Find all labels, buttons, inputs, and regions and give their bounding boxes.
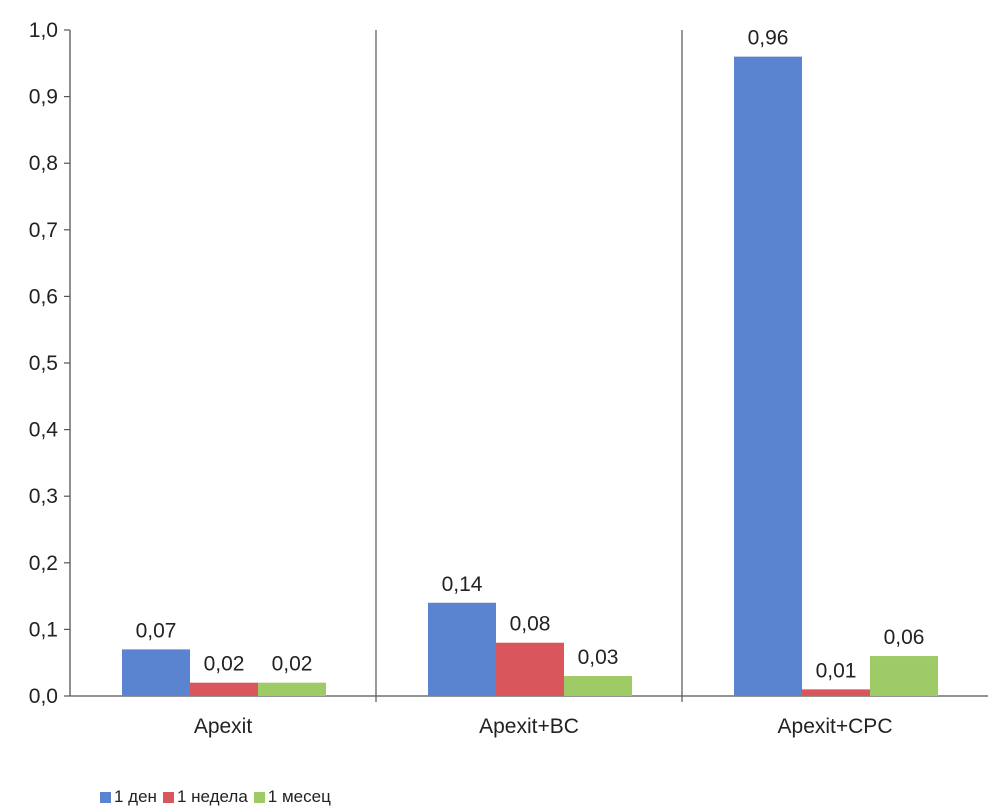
legend-item: 1 ден bbox=[100, 787, 157, 807]
y-tick-label: 0,6 bbox=[29, 285, 58, 308]
y-tick-label: 0,3 bbox=[29, 485, 58, 508]
chart-axes: 0,0 0,1 0,2 0,3 0,4 0,5 0,6 0,7 0,8 0,9 1,0 bbox=[29, 19, 988, 708]
bar bbox=[258, 682, 326, 696]
y-tick-label: 0,2 bbox=[29, 552, 58, 575]
data-label: 0,03 bbox=[578, 646, 619, 669]
y-tick-label: 0,7 bbox=[29, 219, 58, 242]
y-tick-label: 0,8 bbox=[29, 152, 58, 175]
bar bbox=[190, 682, 258, 696]
y-tick-label: 0,5 bbox=[29, 352, 58, 375]
legend-swatch bbox=[253, 791, 265, 803]
chart-legend: 1 ден 1 недела 1 месец bbox=[100, 787, 337, 807]
legend-swatch bbox=[100, 791, 111, 803]
y-tick-label: 1,0 bbox=[29, 19, 58, 42]
data-label: 0,14 bbox=[442, 573, 483, 596]
bar bbox=[802, 689, 870, 696]
data-label: 0,01 bbox=[816, 659, 857, 682]
legend-label: 1 недела bbox=[176, 787, 248, 806]
category-separators bbox=[375, 30, 683, 702]
data-label: 0,06 bbox=[884, 626, 925, 649]
y-tick-label: 0,9 bbox=[29, 86, 58, 109]
data-label: 0,02 bbox=[272, 653, 313, 676]
legend-label: 1 месец bbox=[267, 787, 331, 806]
bar bbox=[122, 649, 190, 696]
bar bbox=[870, 656, 938, 696]
bar bbox=[496, 642, 564, 696]
legend-label: 1 ден bbox=[114, 787, 157, 806]
x-category-label: Apexit+BC bbox=[479, 715, 579, 738]
y-tick-label: 0,4 bbox=[29, 419, 59, 442]
x-category-label: Apexit+CPC bbox=[778, 715, 893, 738]
y-tick-label: 0,0 bbox=[29, 685, 58, 708]
data-label: 0,02 bbox=[204, 653, 245, 676]
data-label: 0,96 bbox=[748, 27, 789, 50]
bar bbox=[428, 602, 496, 696]
bar bbox=[734, 56, 802, 696]
y-tick-label: 0,1 bbox=[29, 618, 58, 641]
legend-item: 1 недела bbox=[162, 787, 248, 807]
chart-labels: Apexit 0,07 0,02 0,02 Apexit+BC 0,14 0,08 0,03 A… bbox=[136, 27, 925, 738]
legend-item: 1 месец bbox=[253, 787, 331, 807]
x-category-label: Apexit bbox=[194, 715, 253, 738]
data-label: 0,07 bbox=[136, 619, 177, 642]
data-label: 0,08 bbox=[510, 613, 551, 636]
legend-swatch bbox=[162, 791, 174, 803]
chart-bars bbox=[122, 56, 938, 696]
bar bbox=[564, 676, 632, 696]
